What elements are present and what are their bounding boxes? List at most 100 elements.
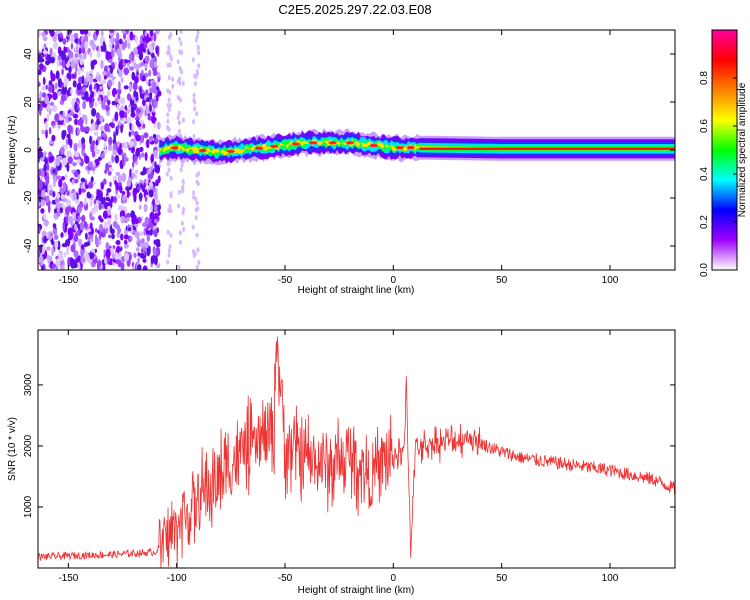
noise-speckle	[98, 100, 102, 105]
noise-speckle	[133, 192, 137, 203]
noise-speckle	[100, 182, 104, 190]
noise-speckle	[77, 67, 82, 76]
noise-speckle	[91, 91, 95, 99]
noise-speckle	[105, 162, 110, 172]
signal-hotspot	[170, 146, 179, 150]
noise-speckle	[52, 191, 56, 198]
noise-speckle	[93, 131, 99, 136]
noise-speckle	[89, 85, 92, 92]
noise-speckle	[116, 47, 122, 57]
noise-speckle	[84, 251, 89, 261]
noise-speckle	[146, 138, 150, 149]
noise-speckle	[41, 31, 46, 37]
noise-speckle	[84, 126, 90, 132]
noise-speckle	[81, 47, 86, 54]
noise-speckle	[81, 142, 86, 150]
noise-speckle	[48, 151, 52, 157]
noise-speckle	[89, 234, 94, 239]
noise-speckle	[62, 221, 66, 232]
noise-speckle	[56, 200, 59, 210]
noise-speckle	[68, 66, 72, 74]
noise-speckle	[56, 59, 60, 68]
noise-speckle	[43, 219, 49, 227]
noise-speckle	[122, 155, 125, 165]
noise-speckle	[94, 159, 100, 167]
noise-speckle	[46, 246, 51, 251]
noise-speckle	[137, 264, 142, 270]
noise-speckle	[78, 110, 82, 116]
noise-speckle	[133, 252, 137, 259]
noise-speckle	[45, 59, 50, 66]
noise-speckle	[169, 208, 173, 214]
noise-speckle	[178, 189, 181, 195]
noise-speckle	[126, 212, 131, 218]
noise-speckle	[123, 234, 129, 240]
noise-speckle	[119, 185, 123, 194]
noise-speckle	[43, 163, 47, 173]
noise-speckle	[144, 30, 148, 37]
signal-band-layer	[159, 138, 675, 156]
noise-speckle	[46, 113, 50, 122]
colorbar-tick-label: 0.2	[699, 215, 710, 229]
noise-speckle	[136, 108, 142, 114]
noise-speckle	[49, 184, 53, 191]
noise-speckle	[89, 211, 93, 220]
noise-speckle	[98, 202, 102, 211]
noise-speckle	[68, 51, 74, 59]
noise-speckle	[73, 170, 79, 178]
noise-speckle	[167, 46, 171, 52]
noise-speckle	[134, 218, 139, 224]
noise-speckle	[153, 99, 158, 109]
noise-speckle	[113, 149, 117, 156]
noise-speckle	[167, 107, 171, 113]
noise-speckle	[96, 260, 101, 270]
noise-speckle	[195, 173, 199, 178]
noise-speckle	[156, 121, 161, 130]
noise-speckle	[117, 259, 122, 268]
noise-speckle	[51, 104, 58, 113]
snr-x-ticks: -150 -100 -50 0 50 100	[58, 330, 619, 584]
noise-speckle	[59, 207, 64, 214]
noise-speckle	[103, 95, 109, 103]
noise-speckle	[66, 190, 70, 196]
noise-speckle	[177, 203, 180, 209]
noise-speckle	[61, 59, 66, 69]
noise-speckle	[150, 153, 154, 163]
noise-speckle	[135, 91, 139, 102]
noise-speckle	[39, 58, 45, 63]
noise-speckle	[90, 207, 97, 215]
noise-speckle	[52, 92, 58, 101]
noise-speckle	[148, 189, 154, 198]
noise-speckle	[137, 186, 142, 191]
noise-speckle	[131, 95, 135, 101]
noise-speckle	[121, 41, 126, 51]
noise-speckle	[89, 198, 93, 207]
noise-speckle	[178, 230, 182, 236]
noise-speckle	[168, 244, 172, 250]
y-tick-label: 0	[23, 147, 34, 153]
noise-speckle	[139, 241, 146, 248]
noise-speckle	[157, 90, 162, 97]
noise-speckle	[131, 124, 135, 131]
noise-speckle	[157, 210, 161, 216]
noise-speckle	[58, 252, 63, 259]
noise-speckle	[120, 262, 125, 270]
noise-speckle	[179, 41, 183, 46]
noise-speckle	[155, 263, 161, 269]
noise-speckle	[143, 227, 146, 236]
signal-hotspot	[369, 143, 378, 148]
x-tick-label: 50	[496, 275, 508, 286]
signal-hotspot	[198, 148, 207, 153]
signal-hotspot	[255, 146, 263, 150]
noise-speckle	[194, 37, 198, 43]
noise-speckle	[98, 74, 102, 83]
noise-speckle	[109, 166, 114, 172]
noise-speckle	[66, 89, 70, 97]
noise-speckle	[123, 67, 129, 76]
noise-speckle	[134, 230, 140, 239]
noise-speckle	[152, 70, 158, 76]
noise-speckle	[104, 221, 108, 230]
noise-speckle	[166, 88, 170, 94]
noise-speckle	[149, 228, 153, 236]
noise-speckle	[79, 30, 84, 35]
